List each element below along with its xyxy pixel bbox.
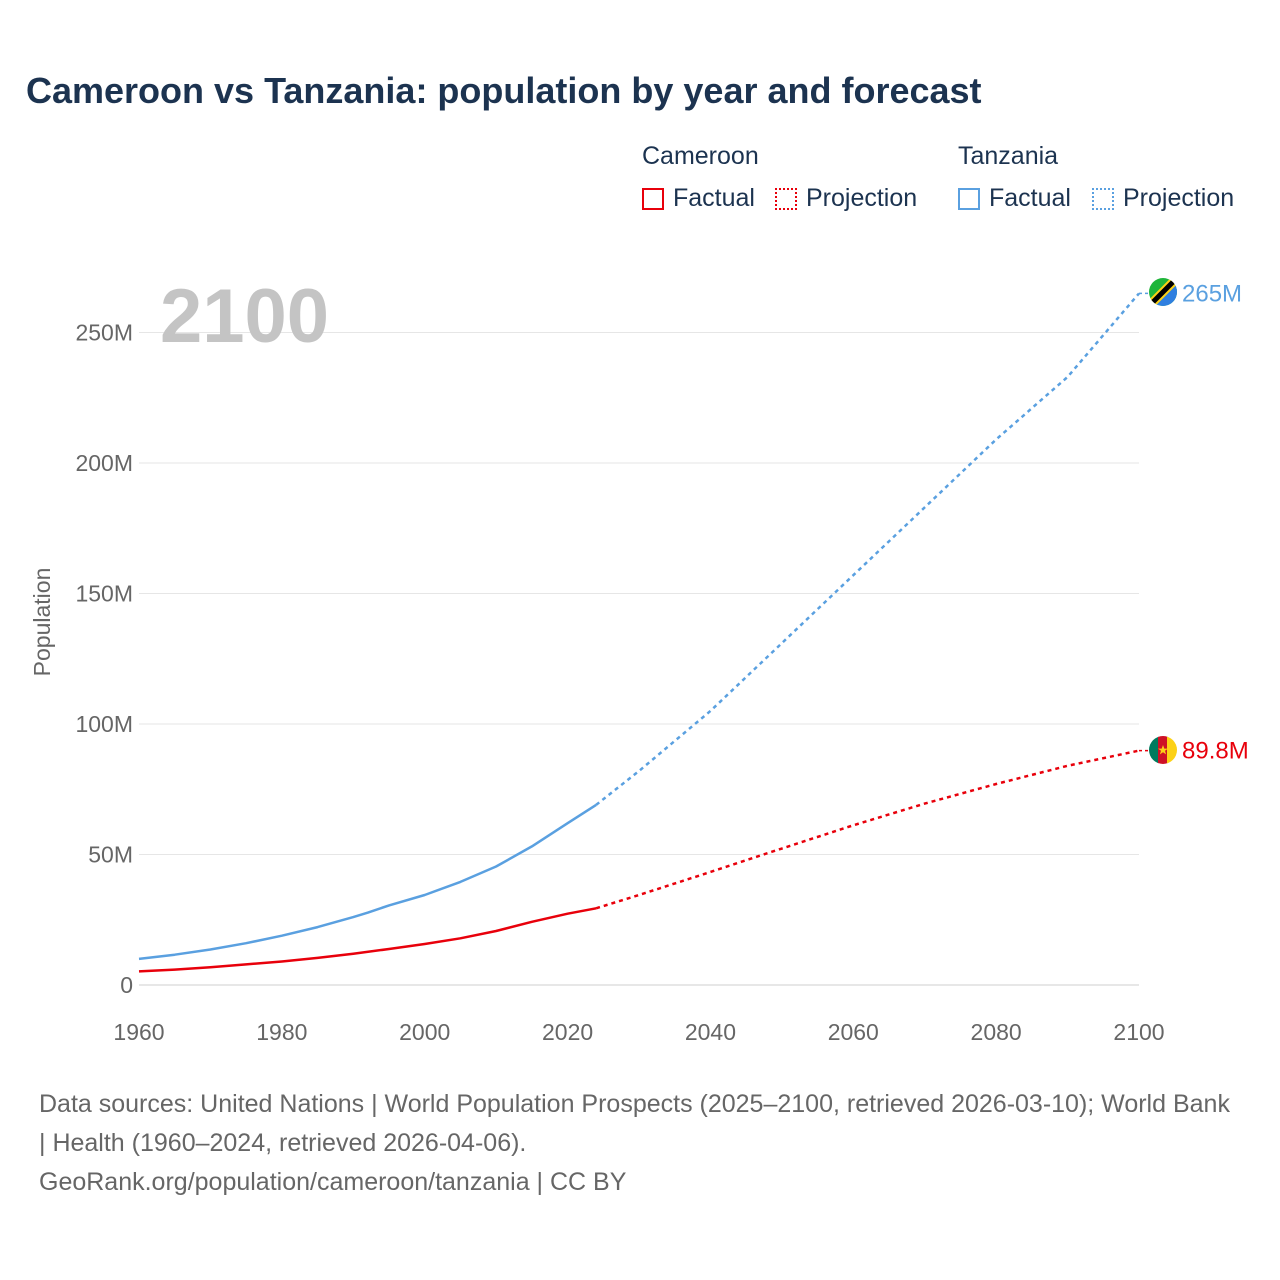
legend-cameroon-projection[interactable]: Projection xyxy=(775,184,917,213)
series-line-cameroon-projection[interactable] xyxy=(595,749,1140,910)
legend-group-cameroon: Cameroon xyxy=(642,142,759,170)
legend-group-tanzania: Tanzania xyxy=(958,142,1059,170)
y-tick-label: 0 xyxy=(120,972,133,998)
series-line-tanzania-projection[interactable] xyxy=(595,292,1140,806)
source-url[interactable]: GeoRank.org/population/cameroon/tanzania… xyxy=(39,1168,627,1196)
tanzania-flag-icon xyxy=(1149,278,1177,306)
x-axis-ticks: 1960 1980 2000 2020 2040 2060 2080 2100 xyxy=(113,1019,1164,1045)
y-axis-ticks: 0 50M 100M 150M 200M 250M xyxy=(75,320,133,999)
y-axis-label: Population xyxy=(29,568,55,677)
x-tick-label: 2000 xyxy=(399,1019,450,1045)
y-tick-label: 150M xyxy=(75,581,133,607)
legend-tanzania-factual[interactable]: Factual xyxy=(958,184,1071,213)
legend-swatch-dotted xyxy=(775,187,797,210)
end-value-label-tanzania: 265M xyxy=(1182,280,1242,307)
data-source-note: Data sources: United Nations | World Pop… xyxy=(39,1085,1239,1202)
legend-label: Projection xyxy=(806,184,918,212)
population-chart: 0 50M 100M 150M 200M 250M 1960 1980 2000 2020 204… xyxy=(29,274,1249,1045)
grid-lines xyxy=(139,332,1139,986)
y-tick-label: 250M xyxy=(75,320,133,346)
legend-swatch-solid xyxy=(642,187,664,210)
x-tick-label: 2040 xyxy=(685,1019,736,1045)
end-labels: 89.8M 265M xyxy=(1139,280,1249,765)
legend-label: Factual xyxy=(673,184,755,212)
x-tick-label: 1980 xyxy=(256,1019,307,1045)
y-tick-label: 200M xyxy=(75,450,133,476)
x-tick-label: 2020 xyxy=(542,1019,593,1045)
x-tick-label: 2080 xyxy=(971,1019,1022,1045)
y-tick-label: 50M xyxy=(88,842,133,868)
chart-title: Cameroon vs Tanzania: population by year… xyxy=(26,70,982,111)
legend-tanzania-projection[interactable]: Projection xyxy=(1092,184,1234,213)
end-value-label-cameroon: 89.8M xyxy=(1182,738,1249,765)
legend-label: Factual xyxy=(989,184,1071,212)
series-line-tanzania-factual[interactable] xyxy=(138,803,597,961)
legend-swatch-solid xyxy=(958,187,980,210)
cameroon-flag-icon xyxy=(1149,736,1177,764)
x-tick-label: 2100 xyxy=(1113,1019,1164,1045)
x-tick-label: 2060 xyxy=(828,1019,879,1045)
legend-label: Projection xyxy=(1123,184,1235,212)
x-tick-label: 1960 xyxy=(113,1019,164,1045)
series-line-cameroon-factual[interactable] xyxy=(138,907,597,973)
source-line: Data sources: United Nations | World Pop… xyxy=(39,1090,1230,1157)
legend-swatch-dotted xyxy=(1092,187,1114,210)
legend-cameroon-factual[interactable]: Factual xyxy=(642,184,755,213)
year-watermark: 2100 xyxy=(160,274,329,359)
series-lines xyxy=(138,292,1140,973)
y-tick-label: 100M xyxy=(75,711,133,737)
